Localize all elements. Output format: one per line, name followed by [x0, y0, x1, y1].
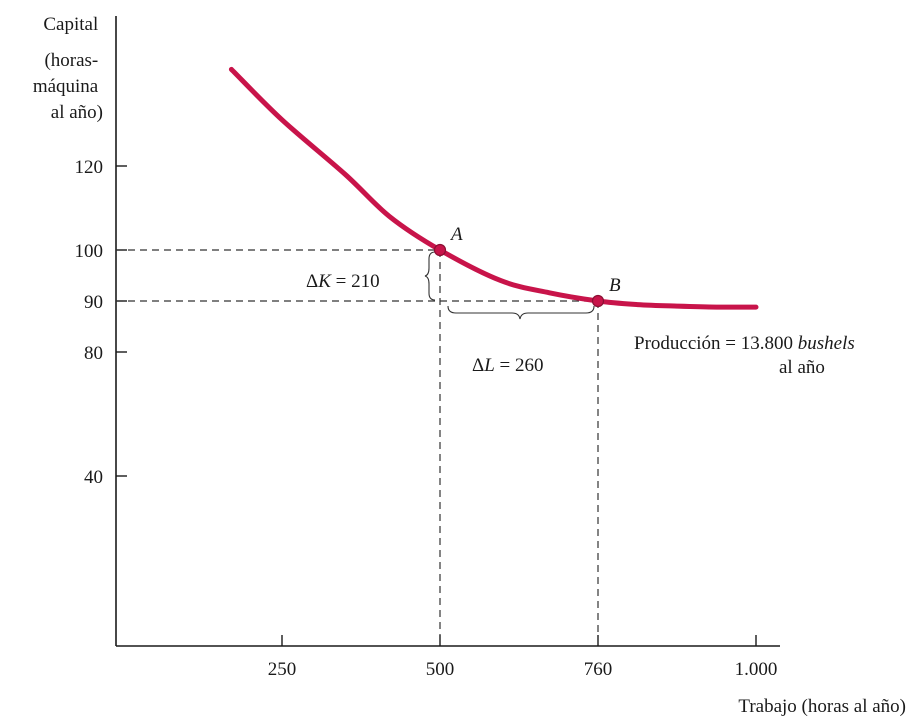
delta-l-label: ΔL = 260 [472, 355, 544, 376]
isoquant-label-line2: al año [779, 357, 825, 378]
guide-lines [116, 250, 598, 646]
delta-l-symbol: Δ [472, 355, 484, 376]
y-axis-title-line-3: máquina [33, 76, 99, 97]
x-tick-label: 1.000 [735, 659, 778, 680]
y-tick-label: 100 [75, 241, 104, 262]
y-axis-title-line-2: (horas- [44, 50, 98, 71]
delta-l-brace [448, 306, 594, 319]
y-axis-title-line-4: al año) [51, 102, 103, 123]
y-axis-ticks: 40 80 90 100 120 [75, 157, 128, 488]
point-label-A: A [449, 224, 463, 245]
x-tick-label: 760 [584, 659, 613, 680]
x-axis-title: Trabajo (horas al año) [738, 696, 906, 717]
delta-l-value: = 260 [495, 355, 544, 376]
delta-k-brace [425, 252, 435, 300]
isoquant-label-unit: bushels [798, 333, 855, 354]
y-axis-title: Capital (horas- máquina al año) [33, 14, 103, 123]
y-tick-label: 40 [84, 467, 103, 488]
y-tick-label: 90 [84, 292, 103, 313]
point-label-B: B [609, 275, 621, 296]
y-tick-label: 120 [75, 157, 104, 178]
x-tick-label: 250 [268, 659, 297, 680]
y-axis-title-line-1: Capital [43, 14, 98, 35]
delta-k-label: ΔK = 210 [306, 271, 380, 292]
isoquant-label: Producción = 13.800 bushels [634, 333, 855, 354]
y-tick-label: 80 [84, 343, 103, 364]
x-axis-ticks: 250 500 760 1.000 [268, 635, 778, 680]
delta-k-value: = 210 [331, 271, 380, 292]
point-B [593, 296, 604, 307]
delta-l-var: L [483, 355, 495, 376]
x-tick-label: 500 [426, 659, 455, 680]
isoquant-label-prefix: Producción = 13.800 [634, 333, 798, 354]
delta-k-symbol: Δ [306, 271, 318, 292]
point-A [435, 245, 446, 256]
